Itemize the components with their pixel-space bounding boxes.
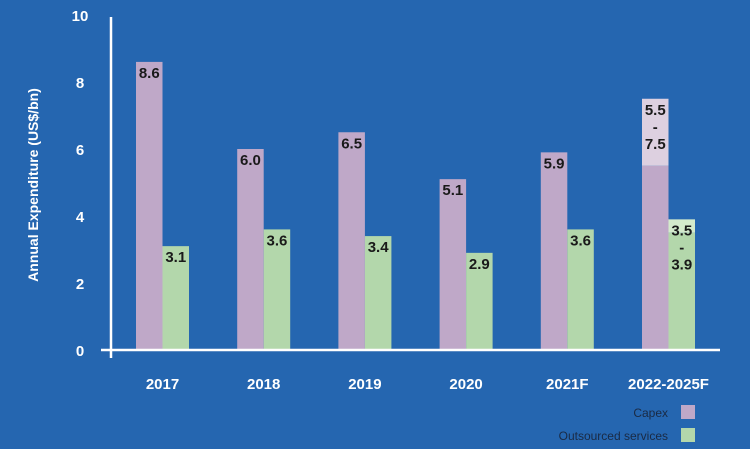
bar-services (668, 232, 695, 350)
bar-services (567, 229, 594, 350)
data-label: 3.6 (267, 232, 288, 249)
bar-capex (642, 165, 669, 350)
data-label: 6.5 (341, 135, 362, 152)
bar-services (263, 229, 291, 350)
x-tick-label: 2021F (546, 376, 589, 393)
data-label: 5.9 (544, 155, 565, 172)
x-tick-label: 2022-2025F (628, 376, 709, 393)
data-label: 5.5 (645, 102, 666, 119)
y-axis-label: Annual Expenditure (US$/bn) (25, 88, 41, 282)
y-tick-label: 4 (76, 209, 85, 226)
data-label: - (679, 239, 684, 256)
data-label: 5.1 (442, 182, 463, 199)
y-tick-label: 6 (76, 142, 84, 159)
x-tick-label: 2017 (146, 376, 179, 393)
data-label: 6.0 (240, 152, 261, 169)
bar-range-services (668, 219, 695, 233)
bar-services (466, 252, 493, 350)
data-label: 2.9 (469, 256, 490, 273)
bar-services (364, 236, 392, 350)
bar-capex (136, 61, 163, 351)
data-label: 3.1 (165, 249, 186, 266)
legend-swatch (681, 428, 695, 442)
data-label: 7.5 (645, 136, 666, 153)
legend-label: Capex (633, 406, 668, 420)
y-tick-label: 0 (76, 343, 84, 360)
x-tick-label: 2020 (449, 376, 482, 393)
bar-range-capex (642, 98, 669, 166)
bar-services (162, 246, 189, 350)
y-tick-label: 10 (72, 8, 89, 25)
bar-capex (338, 132, 365, 350)
data-label: 3.4 (368, 239, 390, 256)
x-tick-label: 2018 (247, 376, 280, 393)
data-label: 8.6 (139, 65, 160, 82)
data-label: 3.9 (671, 256, 692, 273)
data-label: 3.5 (671, 222, 692, 239)
y-tick-label: 2 (76, 276, 84, 293)
y-tick-label: 8 (76, 75, 84, 92)
data-label: - (653, 119, 658, 136)
legend-label: Outsourced services (559, 429, 668, 443)
bar-capex (237, 149, 264, 350)
data-label: 3.6 (570, 232, 591, 249)
bar-capex (540, 152, 568, 350)
legend-swatch (681, 405, 695, 419)
x-tick-label: 2019 (348, 376, 381, 393)
bar-capex (439, 179, 467, 350)
